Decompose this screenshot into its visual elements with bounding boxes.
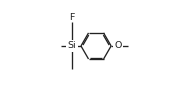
Text: O: O <box>114 41 122 50</box>
Text: Si: Si <box>67 41 76 50</box>
Text: F: F <box>69 13 74 22</box>
